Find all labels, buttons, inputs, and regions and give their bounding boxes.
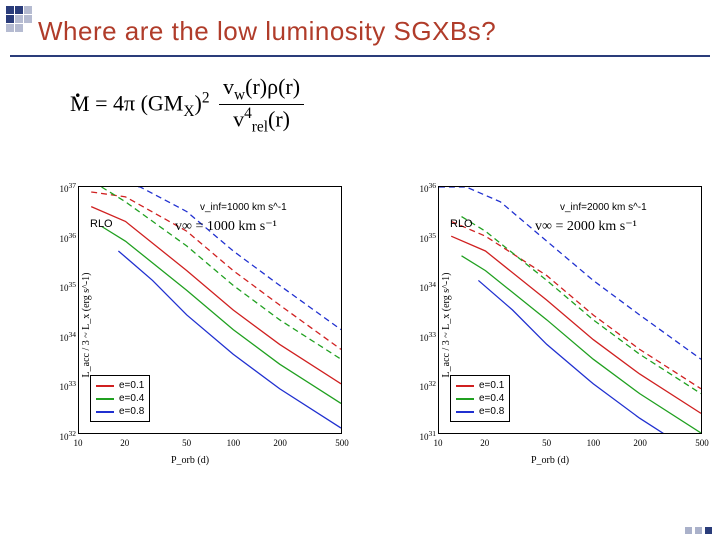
xlabel: P_orb (d) (171, 455, 209, 466)
slide-title: Where are the low luminosity SGXBs? (38, 16, 496, 47)
legend-item: e=0.4 (456, 392, 504, 405)
ytick: 1034 (396, 280, 436, 293)
xtick: 50 (542, 438, 551, 448)
xtick: 100 (587, 438, 601, 448)
ytick: 1036 (36, 231, 76, 244)
vinf-equation: v∞ = 1000 km s⁻¹ (175, 218, 277, 235)
ytick: 1032 (396, 379, 436, 392)
legend-item: e=0.8 (456, 405, 504, 418)
ytick: 1035 (396, 231, 436, 244)
vinf-small: v_inf=2000 km s^-1 (560, 202, 647, 213)
xtick: 100 (227, 438, 241, 448)
footer-bullets (685, 527, 712, 534)
xtick: 500 (335, 438, 349, 448)
ytick: 1033 (396, 330, 436, 343)
xtick: 20 (120, 438, 129, 448)
ytick: 1036 (396, 181, 436, 194)
chart-left: L_acc / 3 ~ L_x (erg s^-1) P_orb (d) RLO… (30, 180, 350, 470)
xtick: 200 (273, 438, 287, 448)
rlo-label: RLO (90, 218, 113, 230)
ytick: 1034 (36, 330, 76, 343)
ytick: 1033 (36, 379, 76, 392)
ytick: 1035 (36, 280, 76, 293)
equation: M = 4π (GMX)2 vw(r)ρ(r) v4rel(r) (70, 74, 304, 137)
vinf-small: v_inf=1000 km s^-1 (200, 202, 287, 213)
xtick: 500 (695, 438, 709, 448)
ytick: 1032 (36, 429, 76, 442)
xtick: 50 (182, 438, 191, 448)
legend-item: e=0.4 (96, 392, 144, 405)
corner-bullets (6, 6, 32, 32)
xlabel: P_orb (d) (531, 455, 569, 466)
title-underline (10, 55, 710, 57)
ytick: 1031 (396, 429, 436, 442)
chart-right: L_acc / 3 ~ L_x (erg s^-1) P_orb (d) RLO… (390, 180, 710, 470)
legend-item: e=0.8 (96, 405, 144, 418)
ylabel: L_acc / 3 ~ L_x (erg s^-1) (81, 273, 92, 378)
mdot-symbol: M (70, 91, 90, 117)
vinf-equation: v∞ = 2000 km s⁻¹ (535, 218, 637, 235)
legend-item: e=0.1 (96, 379, 144, 392)
legend: e=0.1e=0.4e=0.8 (450, 375, 510, 422)
xtick: 20 (480, 438, 489, 448)
xtick: 200 (633, 438, 647, 448)
rlo-label: RLO (450, 218, 473, 230)
ylabel: L_acc / 3 ~ L_x (erg s^-1) (441, 273, 452, 378)
legend-item: e=0.1 (456, 379, 504, 392)
legend: e=0.1e=0.4e=0.8 (90, 375, 150, 422)
ytick: 1037 (36, 181, 76, 194)
